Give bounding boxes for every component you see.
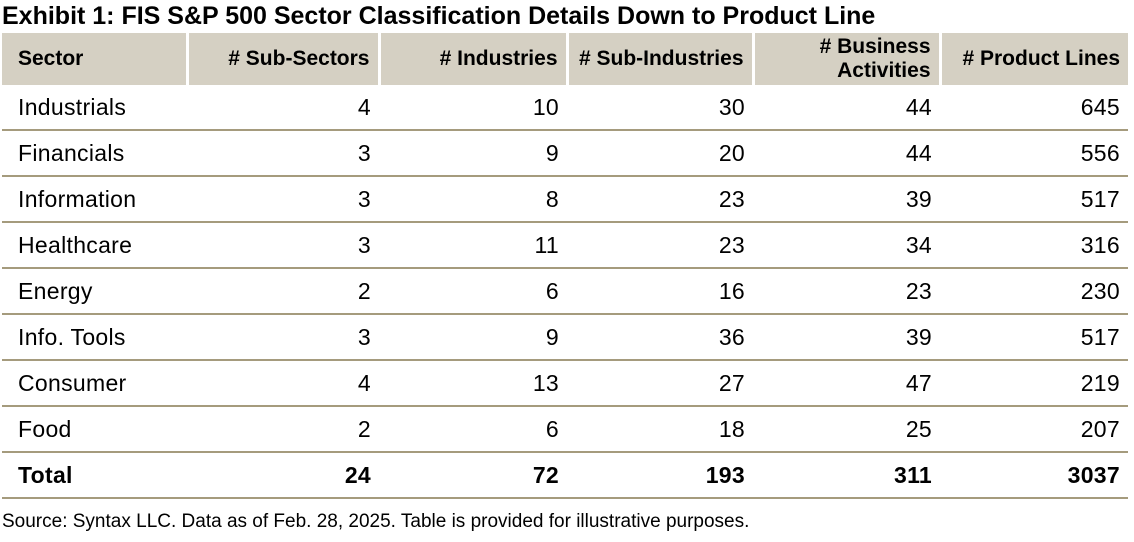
business-activities-cell: 47 bbox=[753, 360, 940, 407]
business-activities-cell: 39 bbox=[753, 314, 940, 361]
industries-cell: 6 bbox=[379, 406, 567, 453]
sub-sectors-cell: 3 bbox=[187, 130, 379, 177]
sector-cell: Food bbox=[2, 406, 187, 453]
sub-sectors-cell: 3 bbox=[187, 176, 379, 223]
business-activities-cell: 34 bbox=[753, 222, 940, 269]
sub-industries-cell: 36 bbox=[567, 314, 753, 361]
industries-cell: 9 bbox=[379, 130, 567, 177]
sector-cell: Info. Tools bbox=[2, 314, 187, 361]
product-lines-cell: 517 bbox=[940, 314, 1128, 361]
business-activities-cell: 39 bbox=[753, 176, 940, 223]
business-activities-cell: 44 bbox=[753, 130, 940, 177]
source-note: Source: Syntax LLC. Data as of Feb. 28, … bbox=[2, 511, 750, 532]
col-header-product-lines: # Product Lines bbox=[938, 33, 1128, 85]
col-header-sector: Sector bbox=[2, 33, 187, 85]
exhibit-title: Exhibit 1: FIS S&P 500 Sector Classifica… bbox=[2, 2, 876, 30]
sector-cell: Energy bbox=[2, 268, 187, 315]
header-row: Sector # Sub-Sectors # Industries # Sub-… bbox=[2, 33, 1128, 85]
col-header-sub-sectors: # Sub-Sectors bbox=[185, 33, 379, 85]
sub-industries-cell: 23 bbox=[567, 222, 753, 269]
industries-cell: 13 bbox=[379, 360, 567, 407]
sub-industries-cell: 16 bbox=[567, 268, 753, 315]
sector-cell: Healthcare bbox=[2, 222, 187, 269]
sub-sectors-cell: 2 bbox=[187, 268, 379, 315]
table-row: Energy 2 6 16 23 230 bbox=[2, 268, 1128, 315]
total-label: Total bbox=[2, 452, 187, 499]
sub-industries-cell: 20 bbox=[567, 130, 753, 177]
sector-cell: Information bbox=[2, 176, 187, 223]
industries-cell: 11 bbox=[379, 222, 567, 269]
col-header-industries: # Industries bbox=[377, 33, 567, 85]
table-total-section: Total 24 72 193 311 3037 bbox=[2, 452, 1128, 499]
industries-cell: 10 bbox=[379, 85, 567, 131]
table-row: Healthcare 3 11 23 34 316 bbox=[2, 222, 1128, 269]
col-header-business-activities: # Business Activities bbox=[751, 33, 940, 85]
table-row: Industrials 4 10 30 44 645 bbox=[2, 85, 1128, 131]
table-row: Financials 3 9 20 44 556 bbox=[2, 130, 1128, 177]
total-row: Total 24 72 193 311 3037 bbox=[2, 452, 1128, 499]
sector-cell: Financials bbox=[2, 130, 187, 177]
total-product-lines: 3037 bbox=[940, 452, 1128, 499]
sub-industries-cell: 23 bbox=[567, 176, 753, 223]
sector-cell: Consumer bbox=[2, 360, 187, 407]
product-lines-cell: 556 bbox=[940, 130, 1128, 177]
table-row: Info. Tools 3 9 36 39 517 bbox=[2, 314, 1128, 361]
product-lines-cell: 517 bbox=[940, 176, 1128, 223]
industries-cell: 6 bbox=[379, 268, 567, 315]
sub-industries-cell: 18 bbox=[567, 406, 753, 453]
sub-sectors-cell: 3 bbox=[187, 222, 379, 269]
sub-industries-cell: 27 bbox=[567, 360, 753, 407]
business-activities-cell: 25 bbox=[753, 406, 940, 453]
table-body: Industrials 4 10 30 44 645 Financials 3 9 20 44 556… bbox=[2, 85, 1128, 453]
sub-sectors-cell: 4 bbox=[187, 360, 379, 407]
table-row: Information 3 8 23 39 517 bbox=[2, 176, 1128, 223]
industries-cell: 8 bbox=[379, 176, 567, 223]
table-row: Food 2 6 18 25 207 bbox=[2, 406, 1128, 453]
sub-sectors-cell: 3 bbox=[187, 314, 379, 361]
sub-sectors-cell: 4 bbox=[187, 85, 379, 131]
product-lines-cell: 645 bbox=[940, 85, 1128, 131]
total-industries: 72 bbox=[379, 452, 567, 499]
sector-cell: Industrials bbox=[2, 85, 187, 131]
business-activities-cell: 44 bbox=[753, 85, 940, 131]
table-row: Consumer 4 13 27 47 219 bbox=[2, 360, 1128, 407]
total-sub-industries: 193 bbox=[567, 452, 753, 499]
sub-industries-cell: 30 bbox=[567, 85, 753, 131]
product-lines-cell: 207 bbox=[940, 406, 1128, 453]
col-header-sub-industries: # Sub-Industries bbox=[565, 33, 753, 85]
total-business-activities: 311 bbox=[753, 452, 940, 499]
business-activities-cell: 23 bbox=[753, 268, 940, 315]
industries-cell: 9 bbox=[379, 314, 567, 361]
sector-classification-table: Sector # Sub-Sectors # Industries # Sub-… bbox=[2, 33, 1128, 499]
product-lines-cell: 219 bbox=[940, 360, 1128, 407]
sub-sectors-cell: 2 bbox=[187, 406, 379, 453]
product-lines-cell: 230 bbox=[940, 268, 1128, 315]
total-sub-sectors: 24 bbox=[187, 452, 379, 499]
product-lines-cell: 316 bbox=[940, 222, 1128, 269]
